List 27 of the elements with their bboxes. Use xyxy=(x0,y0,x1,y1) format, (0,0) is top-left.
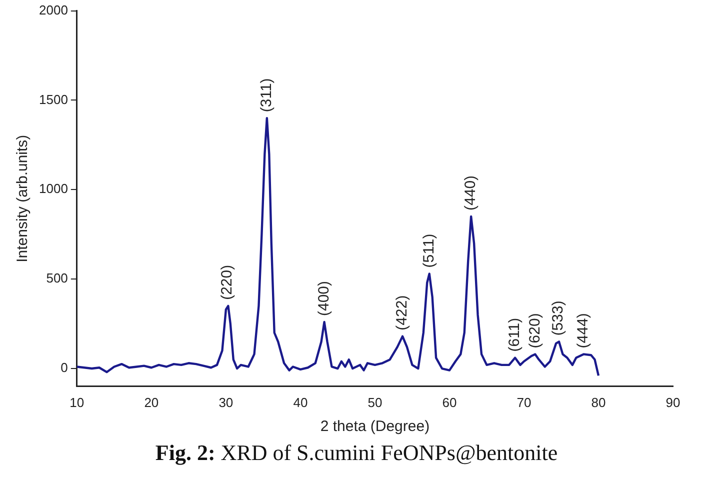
x-tick-label: 30 xyxy=(218,394,234,410)
y-tick-label: 0 xyxy=(60,360,68,376)
annotation: (444) xyxy=(574,313,592,348)
y-tick-label: 1000 xyxy=(39,181,68,196)
x-tick-label: 10 xyxy=(70,394,84,410)
x-axis-title: 2 theta (Degree) xyxy=(320,418,430,436)
x-tick-label: 20 xyxy=(144,394,159,410)
annotation: (400) xyxy=(315,280,332,316)
annotation: (440) xyxy=(462,175,480,210)
annotation: (611) xyxy=(506,318,524,352)
x-tick-label: 90 xyxy=(666,394,680,410)
text: Fig. 2: XRD of S.cumini FeONPs@bentonite xyxy=(154,440,559,466)
y-tick-label: 1500 xyxy=(39,92,68,107)
x-tick-label: 70 xyxy=(516,394,532,410)
x-tick-label: 40 xyxy=(293,394,308,410)
annotation: (422) xyxy=(394,295,411,330)
y-axis-title: Intensity (arb.units) xyxy=(14,134,32,262)
x-tick-label: 60 xyxy=(442,394,457,410)
annotation: (220) xyxy=(218,264,236,300)
x-tick-label: 50 xyxy=(368,394,382,410)
annotation: (311) xyxy=(258,78,276,112)
x-tick-label: 80 xyxy=(591,394,606,410)
y-tick-label: 500 xyxy=(46,270,68,286)
y-tick-label: 2000 xyxy=(39,2,68,18)
annotation: (511) xyxy=(420,234,438,268)
annotation: (620) xyxy=(526,313,544,348)
annotation: (533) xyxy=(549,300,566,336)
